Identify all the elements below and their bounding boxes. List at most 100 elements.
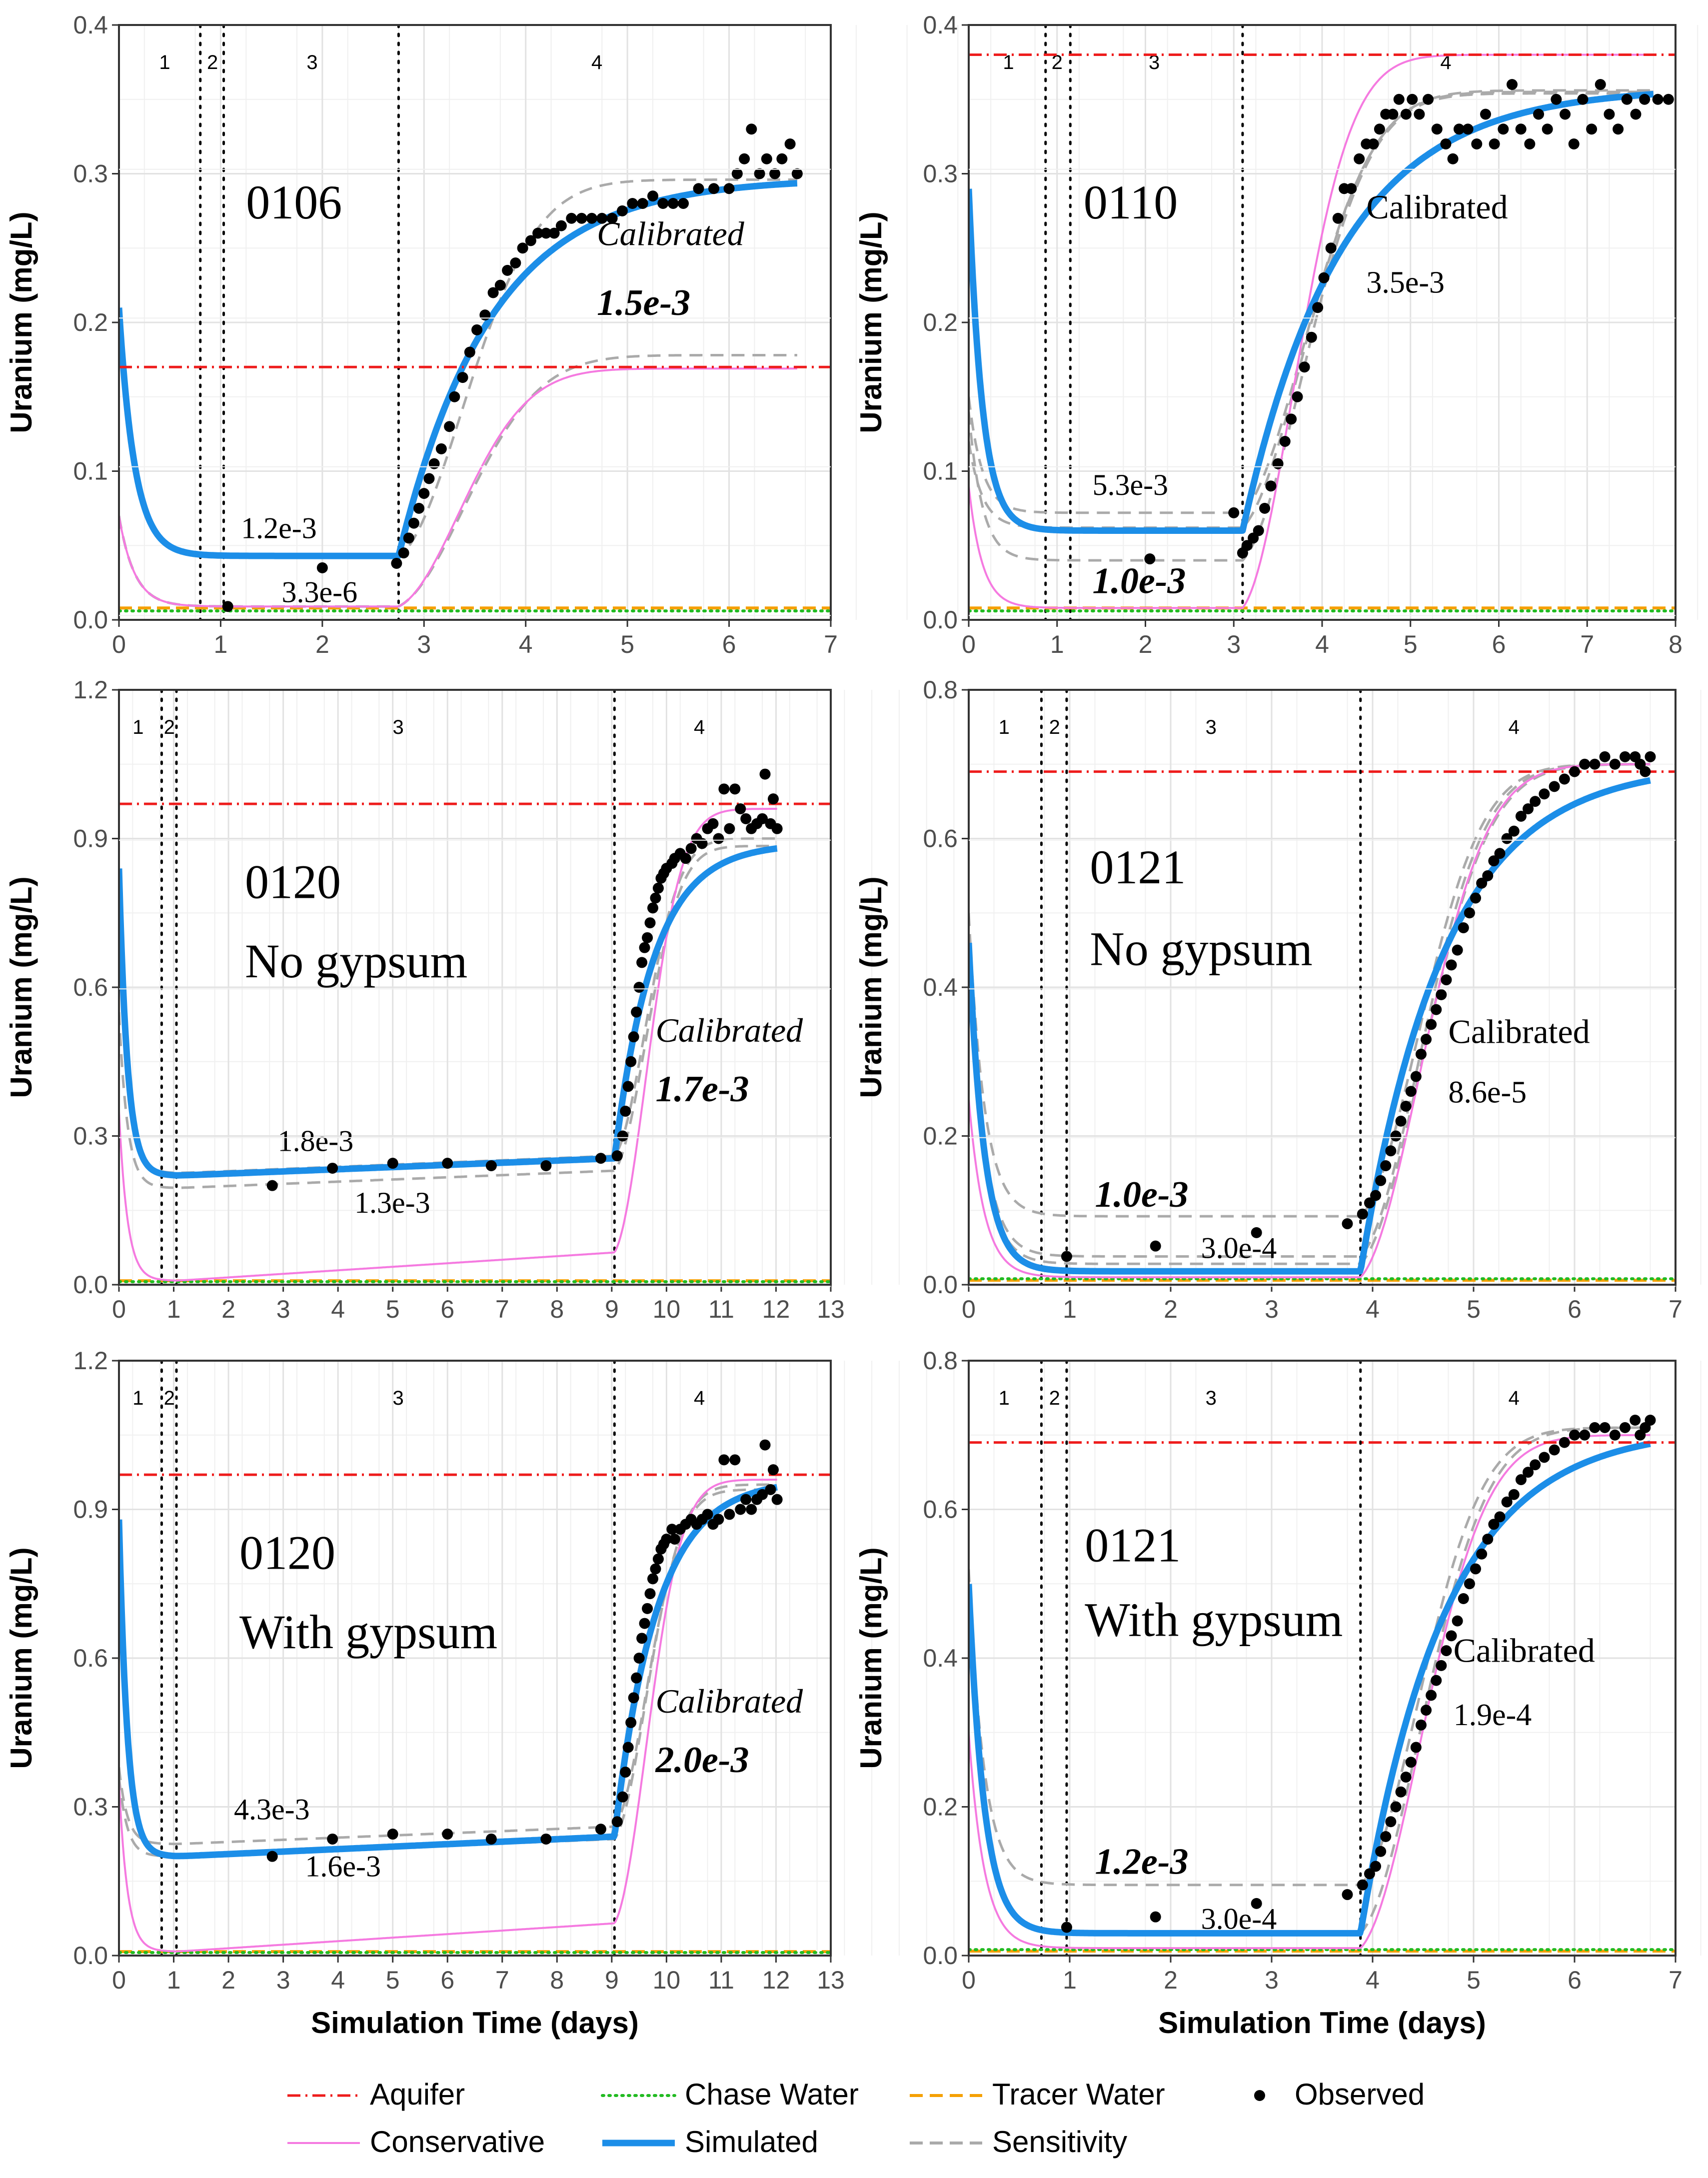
observed-point (444, 421, 455, 432)
observed-point (1488, 855, 1500, 867)
observed-point (1423, 93, 1434, 105)
observed-point (776, 153, 788, 164)
observed-point (1569, 766, 1580, 777)
phase-label: 2 (1052, 51, 1063, 73)
observed-point (1265, 480, 1277, 492)
observed-point (1421, 1705, 1432, 1716)
x-tick-label: 6 (440, 1295, 454, 1323)
y-tick-label: 0.9 (73, 825, 108, 853)
observed-point (387, 1158, 398, 1169)
legend-label: Sensitivity (992, 2125, 1127, 2159)
observed-point (1364, 1197, 1375, 1209)
annotation-label: 1.5e-3 (597, 282, 690, 323)
observed-point (1462, 123, 1474, 135)
observed-point (525, 235, 536, 246)
observed-point (708, 183, 720, 194)
observed-point (1595, 79, 1606, 90)
observed-point (1292, 391, 1303, 402)
simulated-line (119, 1484, 779, 1860)
observed-point (327, 1833, 338, 1845)
x-tick-label: 4 (519, 630, 533, 658)
x-tick-label: 5 (1467, 1966, 1481, 1994)
y-tick-label: 0.0 (73, 1942, 108, 1970)
observed-point (644, 917, 656, 929)
phase-label: 2 (1049, 1387, 1060, 1409)
x-tick-label: 0 (962, 1295, 976, 1323)
observed-point (1441, 974, 1452, 986)
y-tick-label: 0.6 (73, 1644, 108, 1672)
observed-point (1342, 1218, 1353, 1230)
observed-point (1549, 781, 1560, 792)
x-tick-label: 1 (1050, 630, 1064, 658)
observed-point (1357, 1208, 1368, 1220)
plot-area: 1 2 3 4 (969, 1361, 1676, 1956)
observed-point (1364, 1868, 1375, 1880)
observed-point (759, 1439, 771, 1451)
observed-point (707, 818, 719, 829)
x-tick-label: 2 (1164, 1966, 1178, 1994)
x-axis-title: Simulation Time (days) (1158, 2006, 1486, 2040)
observed-point (403, 532, 414, 544)
observed-point (387, 1829, 398, 1840)
observed-point (1431, 1004, 1442, 1015)
annotation-label: 1.6e-3 (305, 1850, 381, 1883)
observed-point (1630, 108, 1642, 120)
observed-point (652, 1553, 664, 1565)
observed-point (1542, 123, 1553, 135)
x-tick-label: 6 (1568, 1295, 1582, 1323)
x-tick-label: 7 (1669, 1295, 1683, 1323)
annotation-label: 3.0e-4 (1201, 1231, 1277, 1264)
observed-point (1613, 123, 1624, 135)
phase-label: 3 (306, 51, 317, 73)
observed-point (1414, 108, 1425, 120)
observed-point (754, 168, 765, 179)
y-axis-title: Uranium (mg/L) (854, 211, 888, 433)
observed-point (1620, 1422, 1631, 1433)
conservative-line (969, 53, 1654, 609)
observed-point (1508, 825, 1520, 837)
observed-point (555, 220, 567, 231)
x-tick-label: 7 (824, 630, 838, 658)
x-tick-label: 9 (605, 1966, 619, 1994)
x-tick-label: 3 (276, 1295, 290, 1323)
annotation-label: 5.3e-3 (1092, 468, 1168, 501)
observed-point (1415, 1719, 1427, 1731)
y-tick-label: 0.1 (73, 457, 108, 485)
observed-point (713, 833, 724, 844)
observed-point (636, 957, 648, 968)
legend-item-chase: Chase Water (601, 2078, 859, 2111)
y-tick-label: 1.2 (73, 1347, 108, 1375)
y-tick-label: 0.0 (73, 1271, 108, 1299)
observed-point (685, 843, 697, 854)
observed-point (487, 287, 499, 298)
observed-point (596, 212, 608, 224)
observed-point (757, 1489, 768, 1500)
x-tick-label: 8 (1669, 630, 1683, 658)
phase-label: 1 (159, 51, 170, 73)
observed-point (1436, 1660, 1447, 1671)
observed-point (1452, 944, 1463, 956)
observed-point (746, 1504, 757, 1515)
simulated-line (969, 777, 1653, 1275)
observed-point (1458, 922, 1469, 933)
observed-point (769, 168, 781, 179)
observed-point (1568, 138, 1580, 149)
chart-panel-3: 0 1 2 3 4 5 6 7 8 9 10 11 12 130.00.30.60.91.21 2 3 4012… (4, 168, 1530, 1323)
observed-point (620, 1105, 631, 1117)
observed-point (631, 1006, 642, 1018)
y-tick-label: 0.2 (923, 1122, 958, 1150)
observed-point (631, 1672, 642, 1684)
observed-point (636, 1633, 648, 1644)
observed-point (639, 942, 650, 953)
conservative-line (119, 1479, 777, 1953)
observed-point (1431, 123, 1443, 135)
observed-point (586, 212, 597, 224)
x-tick-label: 4 (1315, 630, 1329, 658)
phase-label: 4 (1509, 1387, 1520, 1409)
observed-point (666, 1524, 678, 1535)
x-tick-label: 0 (962, 1966, 976, 1994)
observed-point (1524, 138, 1536, 149)
legend-item-simulated: Simulated (602, 2125, 818, 2159)
observed-point (1482, 870, 1494, 881)
